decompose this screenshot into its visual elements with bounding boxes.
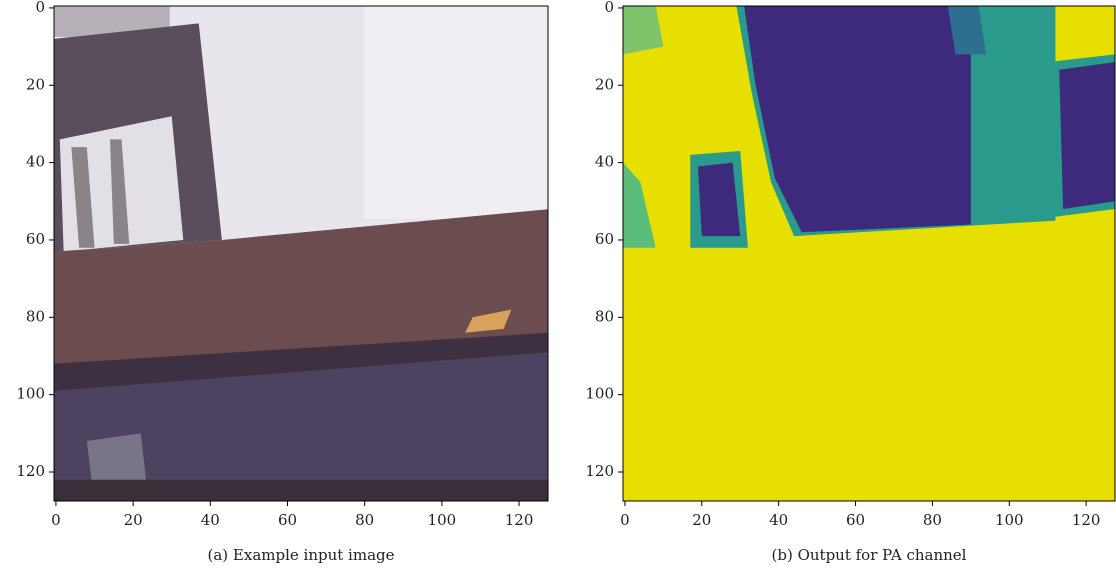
y-tick-label: 0 <box>35 0 45 16</box>
axes-frame <box>622 5 1116 502</box>
y-tick-label: 100 <box>585 385 614 403</box>
x-tick-label: 60 <box>278 511 297 529</box>
x-tick-label: 100 <box>995 511 1024 529</box>
y-tick-label: 20 <box>26 75 45 93</box>
x-tick-label: 80 <box>355 511 374 529</box>
x-tick-label: 0 <box>620 511 630 529</box>
x-tick-label: 0 <box>51 511 61 529</box>
y-tick-label: 80 <box>595 307 614 325</box>
y-tick-label: 120 <box>585 462 614 480</box>
x-tick-label: 20 <box>692 511 711 529</box>
y-tick-label: 40 <box>26 153 45 171</box>
x-tick-label: 60 <box>846 511 865 529</box>
x-tick-label: 20 <box>124 511 143 529</box>
caption: (b) Output for PA channel <box>772 546 967 564</box>
y-tick-label: 0 <box>604 0 614 16</box>
x-tick-label: 120 <box>1072 511 1101 529</box>
y-tick-label: 80 <box>26 307 45 325</box>
x-tick-label: 120 <box>505 511 534 529</box>
y-tick-label: 20 <box>595 75 614 93</box>
input-image <box>54 6 548 501</box>
x-tick-label: 40 <box>769 511 788 529</box>
y-tick-label: 120 <box>16 462 45 480</box>
caption: (a) Example input image <box>208 546 395 564</box>
y-tick-label: 100 <box>16 385 45 403</box>
y-tick-label: 60 <box>26 230 45 248</box>
x-tick-label: 40 <box>201 511 220 529</box>
y-tick-label: 40 <box>595 153 614 171</box>
axes-frame <box>53 5 549 502</box>
x-tick-label: 100 <box>428 511 457 529</box>
pa-output-image <box>623 6 1115 501</box>
y-tick-label: 60 <box>595 230 614 248</box>
x-tick-label: 80 <box>923 511 942 529</box>
